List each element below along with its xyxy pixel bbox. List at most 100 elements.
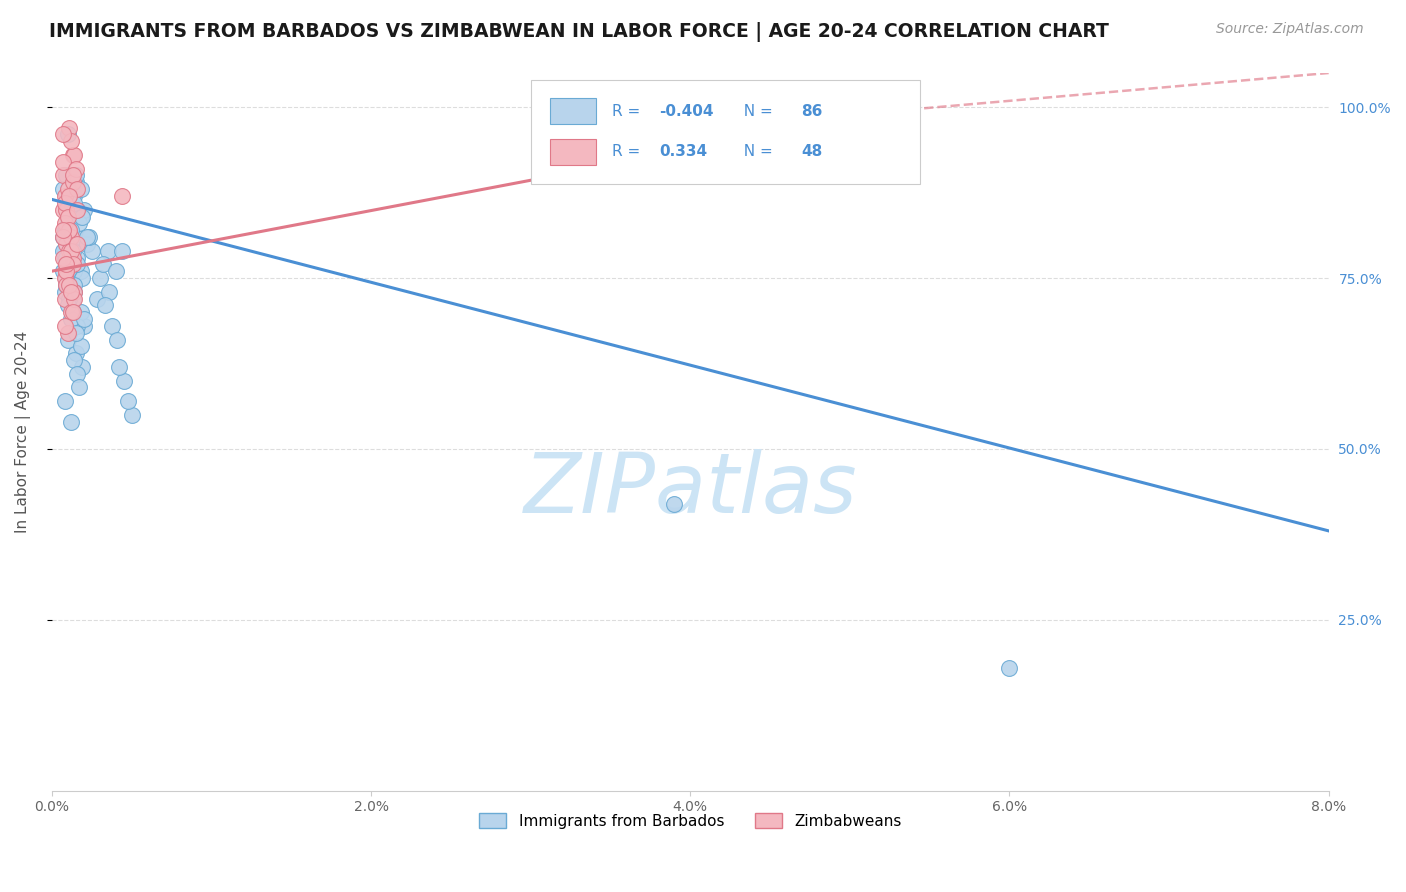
Text: IMMIGRANTS FROM BARBADOS VS ZIMBABWEAN IN LABOR FORCE | AGE 20-24 CORRELATION CH: IMMIGRANTS FROM BARBADOS VS ZIMBABWEAN I…: [49, 22, 1109, 42]
Point: [70, 359, 93, 374]
Point: [104, 264, 127, 278]
Point: [70, 210, 93, 224]
Point: [70, 271, 93, 285]
Point: [55, 251, 77, 265]
Point: [59, 223, 82, 237]
Point: [63, 189, 86, 203]
Point: [69, 305, 91, 319]
Text: Source: ZipAtlas.com: Source: ZipAtlas.com: [1216, 22, 1364, 37]
Point: [52, 223, 75, 237]
Point: [76, 230, 98, 244]
Point: [53, 271, 76, 285]
Text: ZIPatlas: ZIPatlas: [523, 449, 858, 530]
Point: [53, 195, 76, 210]
Point: [52, 230, 75, 244]
Point: [63, 285, 86, 299]
Text: R =: R =: [613, 145, 645, 160]
Point: [121, 408, 143, 422]
Point: [112, 374, 135, 388]
Point: [59, 305, 82, 319]
Point: [65, 175, 87, 189]
Point: [55, 169, 77, 183]
Point: [66, 367, 89, 381]
Point: [59, 230, 82, 244]
Text: N =: N =: [734, 145, 778, 160]
Point: [53, 223, 76, 237]
Point: [53, 285, 76, 299]
Point: [59, 285, 82, 299]
Point: [55, 277, 77, 292]
Point: [56, 298, 79, 312]
Text: 48: 48: [801, 145, 823, 160]
Point: [73, 312, 96, 326]
Text: -0.404: -0.404: [659, 103, 714, 119]
Point: [101, 318, 124, 333]
Point: [63, 148, 86, 162]
Point: [52, 264, 75, 278]
Point: [62, 305, 84, 319]
Point: [62, 257, 84, 271]
FancyBboxPatch shape: [550, 98, 596, 124]
Point: [59, 312, 82, 326]
Point: [69, 339, 91, 353]
Point: [63, 353, 86, 368]
Point: [56, 216, 79, 230]
Point: [55, 271, 77, 285]
Point: [52, 230, 75, 244]
Point: [55, 264, 77, 278]
Point: [52, 169, 75, 183]
Point: [55, 202, 77, 217]
Point: [53, 189, 76, 203]
Point: [55, 277, 77, 292]
Point: [66, 202, 89, 217]
Point: [66, 257, 89, 271]
Point: [63, 195, 86, 210]
Point: [59, 251, 82, 265]
Text: N =: N =: [734, 103, 778, 119]
Point: [55, 236, 77, 251]
Point: [91, 257, 114, 271]
Point: [52, 251, 75, 265]
Point: [52, 202, 75, 217]
Point: [117, 394, 139, 409]
Point: [65, 161, 87, 176]
Point: [58, 277, 80, 292]
Point: [76, 236, 98, 251]
Point: [65, 169, 87, 183]
Point: [53, 318, 76, 333]
Point: [108, 359, 131, 374]
Point: [62, 257, 84, 271]
Text: 0.334: 0.334: [659, 145, 707, 160]
FancyBboxPatch shape: [550, 139, 596, 165]
Point: [69, 182, 91, 196]
Point: [56, 223, 79, 237]
Point: [52, 182, 75, 196]
Point: [58, 277, 80, 292]
Point: [59, 195, 82, 210]
Point: [63, 285, 86, 299]
Point: [53, 251, 76, 265]
Point: [62, 305, 84, 319]
Point: [105, 333, 128, 347]
Point: [63, 292, 86, 306]
Point: [52, 154, 75, 169]
Point: [111, 244, 134, 258]
Point: [67, 216, 90, 230]
Point: [66, 236, 89, 251]
Point: [97, 244, 120, 258]
Point: [98, 285, 121, 299]
Point: [53, 216, 76, 230]
Point: [62, 292, 84, 306]
Point: [58, 120, 80, 135]
Point: [55, 223, 77, 237]
Point: [56, 182, 79, 196]
Point: [52, 128, 75, 142]
Point: [89, 271, 111, 285]
Y-axis label: In Labor Force | Age 20-24: In Labor Force | Age 20-24: [15, 331, 31, 533]
Text: R =: R =: [613, 103, 645, 119]
Point: [77, 230, 100, 244]
Point: [62, 175, 84, 189]
Point: [65, 346, 87, 360]
Point: [56, 264, 79, 278]
Point: [52, 244, 75, 258]
